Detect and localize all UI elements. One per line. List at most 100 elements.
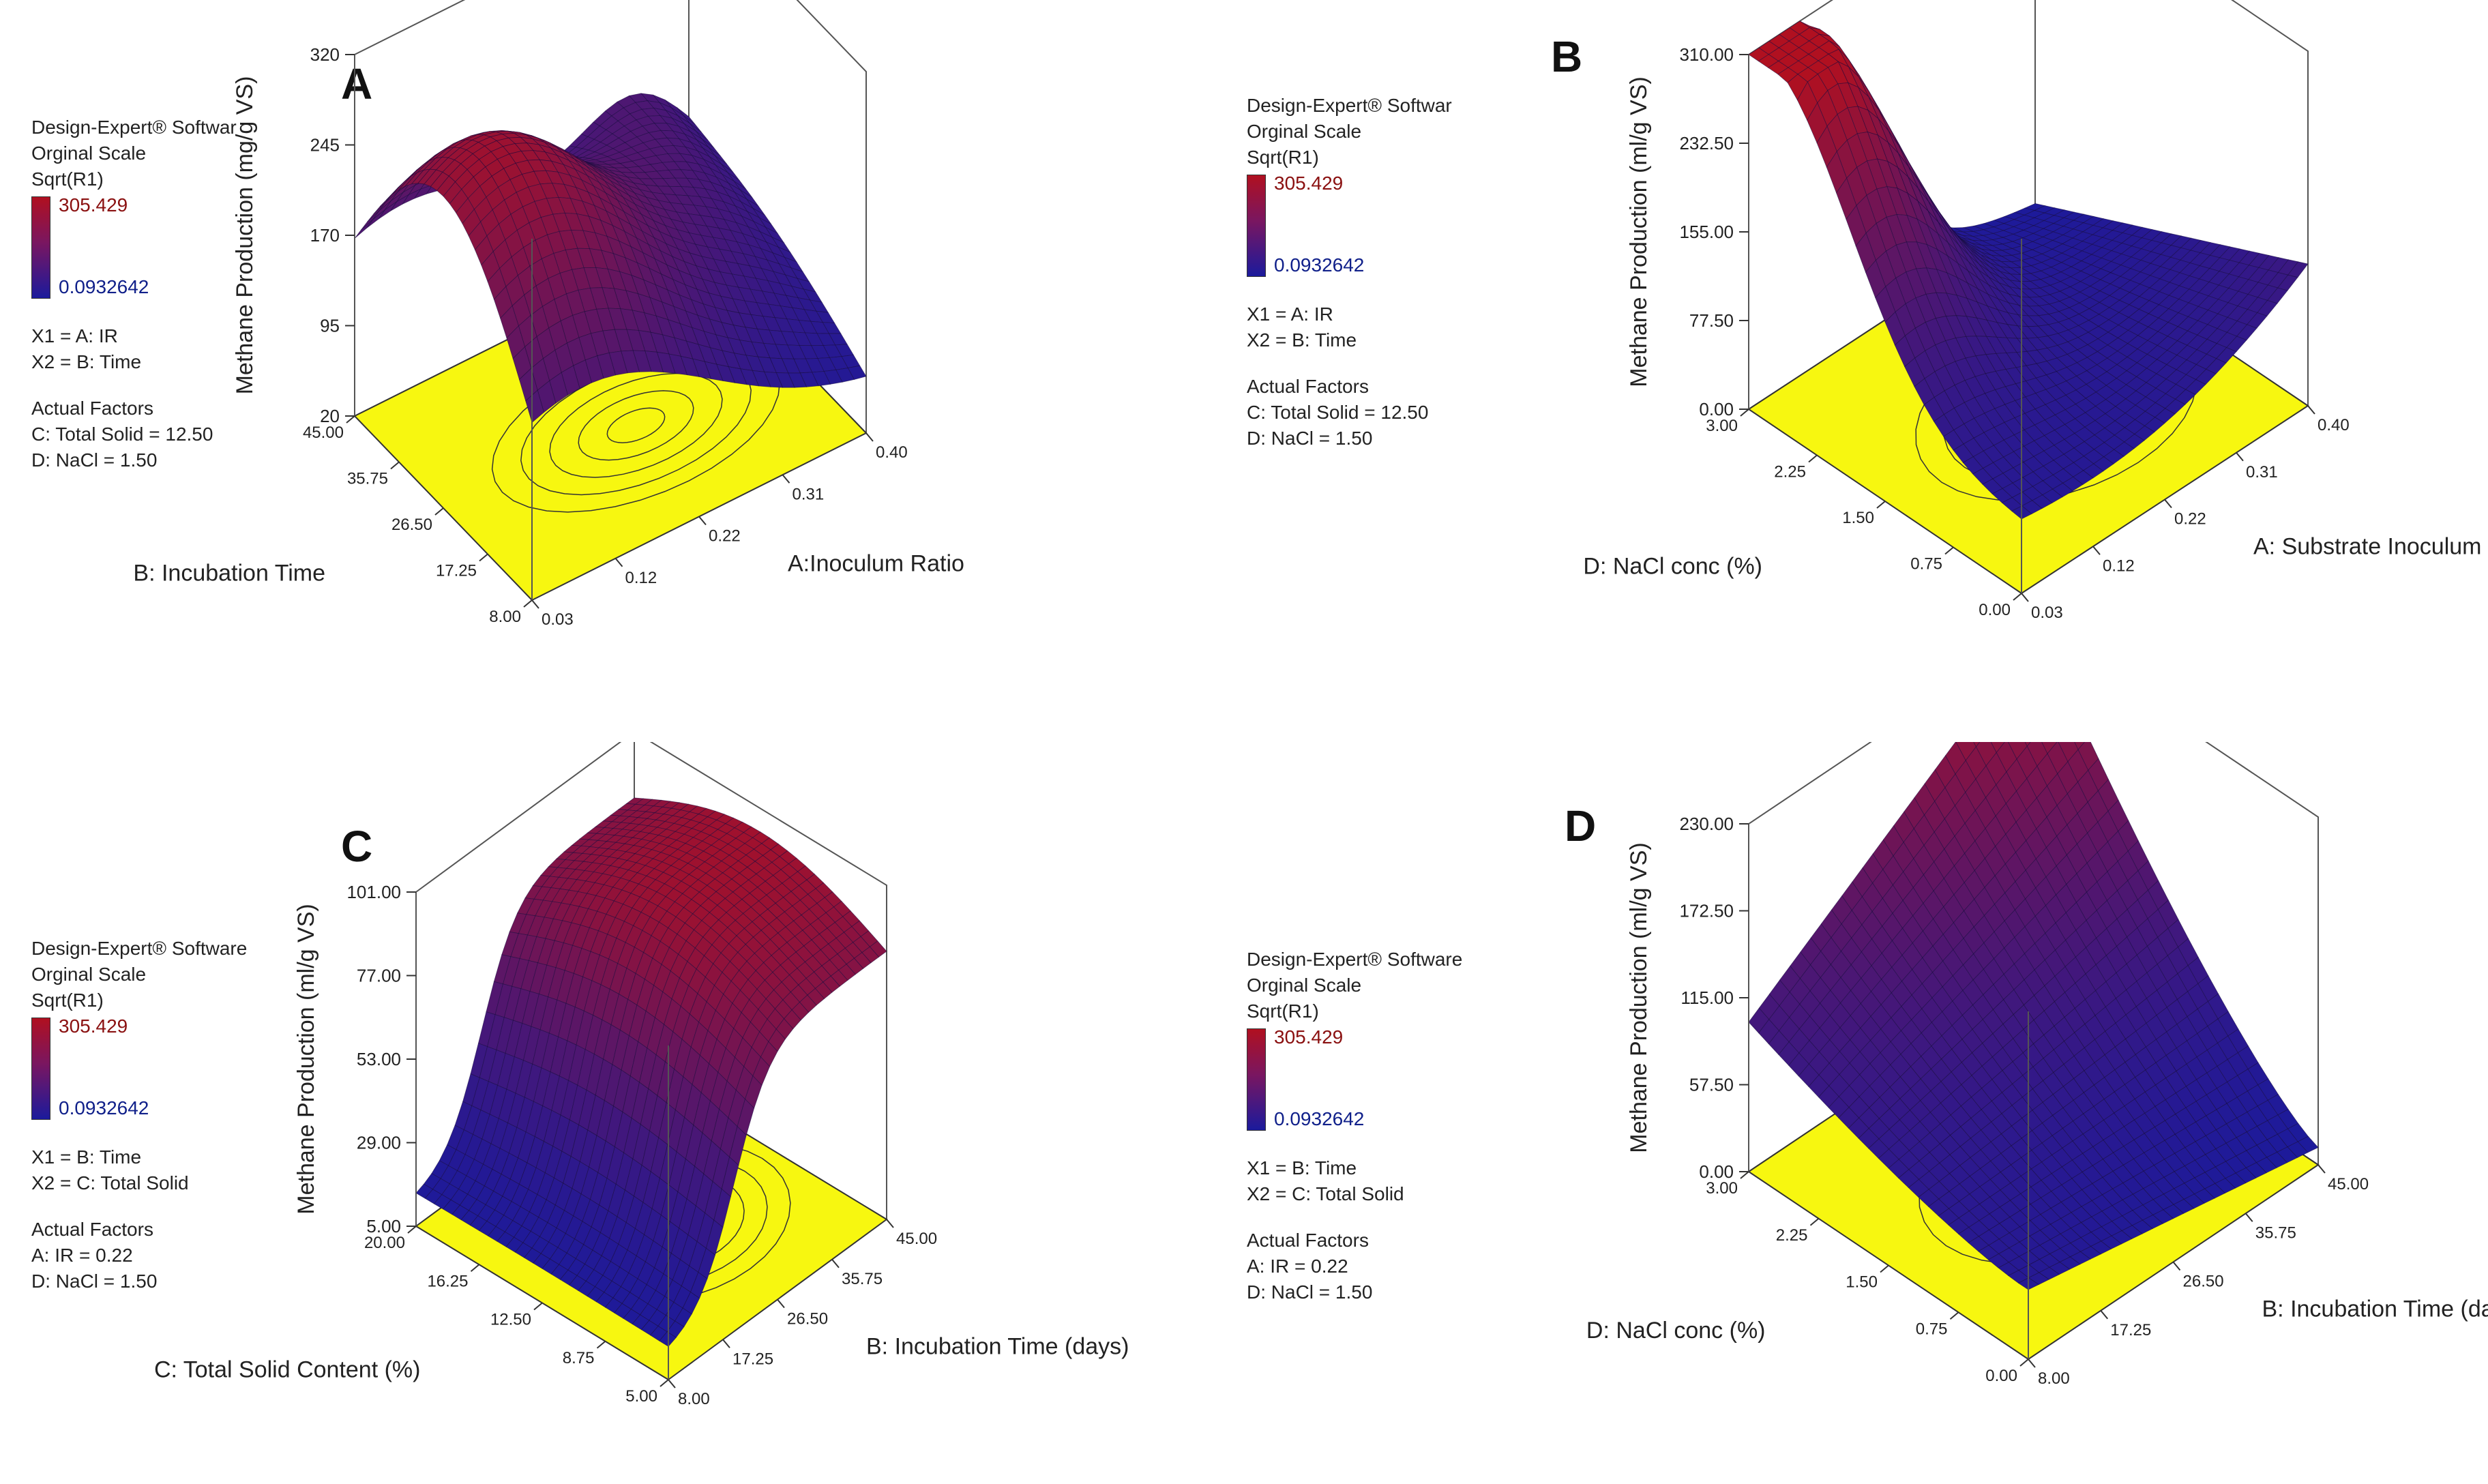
x-tick-label: 0.03 xyxy=(542,610,574,629)
y-tick-mark xyxy=(1809,1217,1820,1226)
y-tick-mark xyxy=(1944,546,1954,555)
z-tick-label: 0.00 xyxy=(1699,399,1734,419)
x-tick-label: 0.12 xyxy=(2103,556,2135,575)
y-axis-label: D: NaCl conc (%) xyxy=(1586,1318,1766,1344)
z-tick-label: 320 xyxy=(310,44,340,65)
x-tick-mark xyxy=(831,1259,840,1268)
legend-high-value: 305.429 xyxy=(1274,1026,1344,1048)
y-tick-mark xyxy=(533,1302,543,1311)
y-tick-label: 8.00 xyxy=(489,608,521,626)
legend-software: Design-Expert® Software xyxy=(1247,949,1463,970)
y-tick-label: 0.00 xyxy=(1979,601,2011,619)
legend-low-value: 0.0932642 xyxy=(59,276,149,297)
legend-x1: X1 = B: Time xyxy=(1247,1157,1357,1178)
y-tick-label: 17.25 xyxy=(436,562,477,580)
legend-high-value: 305.429 xyxy=(1274,173,1344,194)
x-tick-label: 8.00 xyxy=(678,1390,710,1408)
legend-actual-title: Actual Factors xyxy=(31,398,153,419)
legend-colorbar xyxy=(31,1018,50,1120)
x-tick-label: 26.50 xyxy=(2183,1273,2224,1291)
y-tick-mark xyxy=(1808,454,1818,463)
legend-high-value: 305.429 xyxy=(59,194,128,216)
y-tick-label: 3.00 xyxy=(1706,1179,1738,1198)
y-tick-mark xyxy=(479,553,488,562)
x-tick-label: 0.22 xyxy=(2174,510,2206,529)
surface-chart-b: 0.00 77.50 155.00 232.50 310.00 Methane Produ… xyxy=(1583,0,2488,622)
x-tick-mark xyxy=(722,1339,730,1348)
legend-x2: X2 = B: Time xyxy=(31,351,142,372)
legend-x1: X1 = A: IR xyxy=(1247,303,1333,325)
legend-x2: X2 = B: Time xyxy=(1247,329,1357,351)
x-tick-mark xyxy=(2092,546,2101,555)
x-tick-label: 35.75 xyxy=(842,1270,883,1288)
legend-x2: X2 = C: Total Solid xyxy=(1247,1183,1404,1204)
x-tick-label: 0.31 xyxy=(793,485,825,503)
legend-x2: X2 = C: Total Solid xyxy=(31,1172,189,1193)
x-tick-label: 0.03 xyxy=(2031,604,2063,622)
panel-label: B xyxy=(1551,32,1583,81)
y-tick-label: 2.25 xyxy=(1776,1226,1808,1245)
y-tick-mark xyxy=(407,1226,417,1234)
legend-colorbar-block: 305.429 0.0932642 xyxy=(31,192,237,303)
x-axis-label: A: Substrate Inoculum Ratio xyxy=(2253,534,2488,560)
legend-low-value: 0.0932642 xyxy=(59,1097,149,1118)
legend-colorbar xyxy=(31,196,50,299)
legend-response: Sqrt(R1) xyxy=(31,168,104,190)
x-tick-label: 0.40 xyxy=(2317,416,2350,434)
legend-d: Design-Expert® Software Orginal Scale Sq… xyxy=(1247,947,1462,1305)
z-tick-label: 5.00 xyxy=(366,1216,401,1236)
y-tick-label: 5.00 xyxy=(625,1387,657,1406)
y-tick-label: 2.25 xyxy=(1774,463,1806,481)
y-tick-mark xyxy=(390,461,400,470)
y-tick-label: 26.50 xyxy=(391,516,432,534)
legend-actual-title: Actual Factors xyxy=(31,1219,153,1240)
x-tick-mark xyxy=(2100,1310,2109,1320)
y-tick-label: 20.00 xyxy=(364,1234,405,1252)
z-tick-label: 101.00 xyxy=(346,882,401,902)
y-tick-mark xyxy=(1740,409,1749,417)
z-tick-label: 232.50 xyxy=(1679,133,1734,153)
legend-factor-1: C: Total Solid = 12.50 xyxy=(1247,402,1429,423)
y-tick-mark xyxy=(2019,1359,2029,1367)
response-surface xyxy=(354,93,867,424)
x-tick-label: 17.25 xyxy=(732,1350,773,1368)
panel-label: A xyxy=(341,59,373,108)
z-tick-label: 77.50 xyxy=(1689,310,1734,331)
x-tick-mark xyxy=(2317,1164,2326,1174)
legend-factor-2: D: NaCl = 1.50 xyxy=(1247,428,1373,449)
y-tick-mark xyxy=(2013,593,2022,601)
z-tick-label: 20 xyxy=(320,406,340,426)
y-tick-label: 0.00 xyxy=(1985,1367,2017,1385)
surface-cell xyxy=(525,389,544,424)
y-tick-label: 0.75 xyxy=(1910,555,1942,574)
legend-scale: Orginal Scale xyxy=(1247,121,1362,142)
legend-software: Design-Expert® Softwar xyxy=(1247,95,1452,116)
y-tick-mark xyxy=(1880,1264,1889,1273)
y-tick-mark xyxy=(1740,1171,1749,1179)
surface-chart-d: 0.00 57.50 115.00 172.50 230.00 Methane Produ… xyxy=(1586,742,2488,1388)
z-tick-label: 170 xyxy=(310,225,340,246)
legend-colorbar xyxy=(1247,175,1266,277)
y-tick-mark xyxy=(434,507,444,516)
x-axis-label: B: Incubation Time (days) xyxy=(866,1334,1129,1360)
legend-scale: Orginal Scale xyxy=(1247,975,1362,996)
x-tick-mark xyxy=(614,558,623,567)
x-tick-label: 45.00 xyxy=(2328,1175,2369,1193)
x-tick-mark xyxy=(886,1219,894,1228)
z-tick-label: 53.00 xyxy=(357,1049,401,1069)
y-tick-mark xyxy=(346,415,355,424)
z-tick-label: 172.50 xyxy=(1679,901,1734,921)
panel-a: Design-Expert® Softwar Orginal Scale Sqr… xyxy=(0,0,1244,742)
x-tick-label: 0.40 xyxy=(876,443,908,462)
x-tick-mark xyxy=(2307,405,2315,415)
z-axis-label: Methane Production (ml/g VS) xyxy=(1626,842,1652,1153)
y-tick-mark xyxy=(470,1264,480,1273)
legend-scale: Orginal Scale xyxy=(31,964,147,985)
legend-factor-1: A: IR = 0.22 xyxy=(31,1245,133,1266)
legend-actual-title: Actual Factors xyxy=(1247,1230,1369,1251)
legend-response: Sqrt(R1) xyxy=(1247,147,1319,168)
surface-cell xyxy=(2024,742,2031,747)
legend-software: Design-Expert® Software xyxy=(31,938,248,959)
x-tick-mark xyxy=(2028,1359,2036,1368)
